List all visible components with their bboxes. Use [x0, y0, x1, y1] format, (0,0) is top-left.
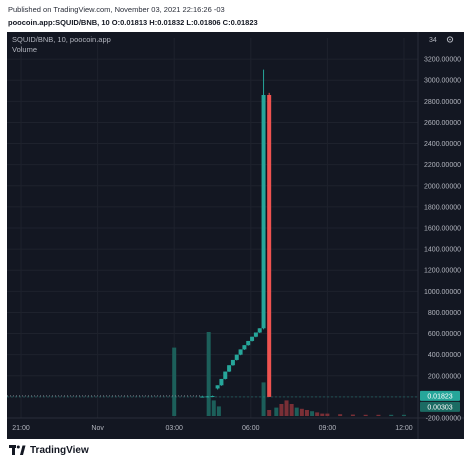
volume-bar: [363, 414, 368, 416]
candle-body: [210, 396, 215, 398]
y-tick-label: 1800.00000: [424, 204, 461, 211]
volume-bar: [279, 404, 284, 416]
volume-bar: [216, 406, 221, 416]
x-tick-label: 21:00: [12, 425, 30, 432]
candle-body: [230, 359, 235, 366]
candle-body: [246, 340, 251, 346]
y-tick-label: 800.00000: [428, 310, 461, 317]
volume-bar: [261, 382, 266, 416]
y-tick-label: 3200.00000: [424, 57, 461, 64]
ohlc-summary: poocoin.app:SQUID/BNB, 10 O:0.01813 H:0.…: [8, 18, 258, 27]
volume-bar: [299, 408, 304, 416]
y-tick-label: 1400.00000: [424, 247, 461, 254]
scale-badge: 34: [429, 37, 437, 44]
brand-name: TradingView: [30, 444, 89, 456]
candle-body: [238, 349, 243, 355]
published-info: Published on TradingView.com, November 0…: [8, 5, 225, 14]
volume-bar: [315, 412, 320, 416]
y-tick-label: 2600.00000: [424, 120, 461, 127]
candle-body: [267, 95, 272, 397]
last-price-badge: 0.01823: [420, 390, 460, 401]
x-tick-label: 12:00: [395, 425, 413, 432]
x-tick-label: Nov: [91, 425, 104, 432]
last-price-label: 0.01823: [427, 393, 452, 400]
y-tick-label: 3000.00000: [424, 78, 461, 85]
x-tick-label: 09:00: [319, 425, 337, 432]
y-tick-label: 200.00000: [428, 373, 461, 380]
y-tick-label: 1200.00000: [424, 268, 461, 275]
y-tick-label: 2000.00000: [424, 183, 461, 190]
y-tick-label: 600.00000: [428, 331, 461, 338]
candle-body: [219, 378, 224, 386]
price-chart[interactable]: -200.00000 200.00000 400.00000 600.00000 800…: [7, 32, 464, 439]
settings-icon: [446, 36, 454, 43]
volume-bar: [401, 414, 406, 416]
chart-background: [7, 32, 464, 439]
volume-bar: [320, 413, 325, 416]
secondary-price-badge: 0.00303: [420, 401, 460, 412]
y-tick-label: 2200.00000: [424, 162, 461, 169]
volume-bar: [294, 407, 299, 416]
y-tick-label: 2800.00000: [424, 99, 461, 106]
secondary-price-label: 0.00303: [427, 404, 452, 411]
candle-body: [205, 396, 210, 398]
volume-bar: [284, 400, 289, 416]
volume-bar: [289, 404, 294, 416]
volume-bar: [304, 410, 309, 416]
volume-bar: [376, 414, 381, 416]
volume-bar: [325, 413, 330, 416]
candle-body: [257, 328, 262, 333]
candle-body: [250, 336, 255, 341]
candle-body: [261, 95, 266, 329]
y-tick-label: 1600.00000: [424, 226, 461, 233]
tradingview-logo-icon: [9, 444, 26, 455]
volume-bar: [267, 410, 272, 416]
volume-bar: [350, 414, 355, 416]
y-tick-label: 400.00000: [428, 352, 461, 359]
volume-bar: [274, 407, 279, 416]
candle-body: [215, 385, 220, 389]
candle-body: [227, 365, 232, 372]
volume-bar: [338, 414, 343, 416]
candle-body: [223, 371, 228, 379]
volume-bar: [172, 347, 177, 416]
volume-bar: [389, 414, 394, 416]
y-tick-label: 1000.00000: [424, 289, 461, 296]
symbol-label: SQUID/BNB, 10, poocoin.app: [12, 35, 111, 44]
volume-bar: [206, 332, 211, 416]
y-tick-label: -200.00000: [426, 416, 462, 423]
x-tick-label: 03:00: [165, 425, 183, 432]
tradingview-brand: TradingView: [9, 443, 89, 457]
candle-body: [234, 354, 239, 360]
volume-bar: [211, 400, 216, 416]
y-tick-label: 2400.00000: [424, 141, 461, 148]
volume-bar: [310, 411, 315, 416]
candle-body: [242, 345, 247, 350]
volume-label: Volume: [12, 45, 37, 54]
chart-panel[interactable]: -200.00000 200.00000 400.00000 600.00000 800…: [7, 32, 464, 439]
candle-body: [253, 332, 258, 337]
candle-body: [200, 396, 205, 398]
x-tick-label: 06:00: [242, 425, 260, 432]
